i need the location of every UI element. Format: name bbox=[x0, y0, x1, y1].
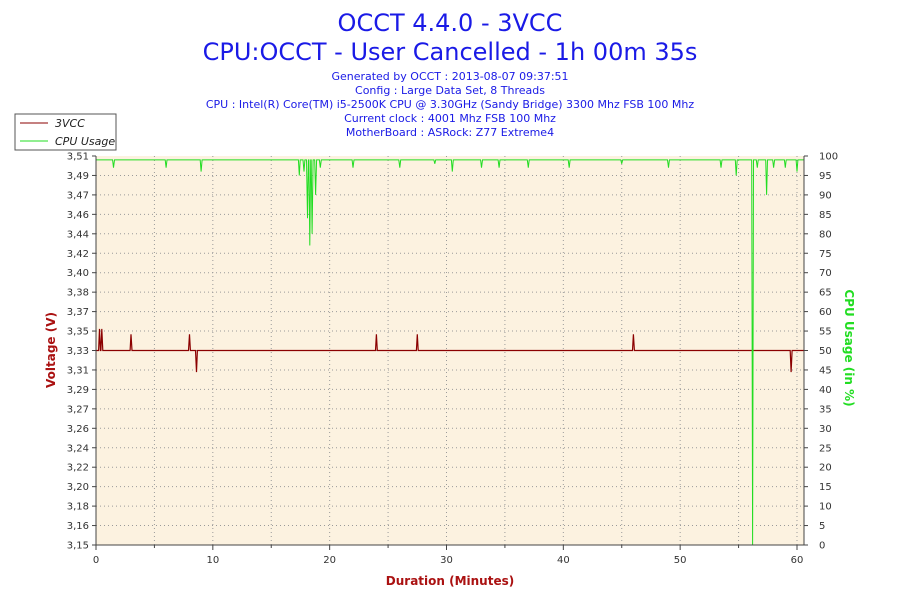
y2-tick-label: 50 bbox=[819, 346, 832, 357]
y-tick-label: 3,24 bbox=[67, 443, 89, 454]
series-cpu-usage bbox=[96, 159, 804, 546]
y2-tick-label: 30 bbox=[819, 424, 832, 435]
y-tick-label: 3,16 bbox=[67, 521, 89, 532]
x-tick-label: 20 bbox=[323, 555, 336, 566]
y-tick-label: 3,35 bbox=[67, 327, 89, 338]
y-tick-label: 3,42 bbox=[67, 249, 89, 260]
y-tick-label: 3,38 bbox=[67, 288, 89, 299]
info-motherboard: MotherBoard : ASRock: Z77 Extreme4 bbox=[346, 126, 554, 139]
y-tick-label: 3,46 bbox=[67, 210, 89, 221]
y-tick-label: 3,15 bbox=[67, 541, 89, 552]
series-line-3vcc bbox=[96, 328, 804, 373]
y2-axis-title: CPU Usage (in %) bbox=[842, 289, 856, 406]
x-tick-label: 40 bbox=[557, 555, 570, 566]
chart-title: OCCT 4.4.0 - 3VCC bbox=[338, 9, 563, 37]
y2-tick-label: 80 bbox=[819, 229, 832, 240]
x-tick-label: 60 bbox=[791, 555, 804, 566]
chart-subtitle: CPU:OCCT - User Cancelled - 1h 00m 35s bbox=[203, 38, 698, 66]
legend-label-cpu-usage: CPU Usage bbox=[55, 135, 115, 148]
y2-tick-label: 85 bbox=[819, 210, 832, 221]
y-tick-label: 3,22 bbox=[67, 463, 89, 474]
y2-tick-label: 100 bbox=[819, 152, 838, 163]
legend-label-3vcc: 3VCC bbox=[55, 117, 85, 130]
y-tick-label: 3,27 bbox=[67, 404, 89, 415]
legend-box bbox=[14, 113, 117, 151]
y2-tick-label: 55 bbox=[819, 327, 832, 338]
y-tick-label: 3,47 bbox=[67, 190, 89, 201]
x-axis-title: Duration (Minutes) bbox=[386, 574, 514, 588]
y-tick-label: 3,20 bbox=[67, 482, 89, 493]
y2-tick-label: 35 bbox=[819, 404, 832, 415]
y-tick-label: 3,49 bbox=[67, 171, 89, 182]
series-3vcc bbox=[96, 328, 804, 373]
x-tick-label: 50 bbox=[674, 555, 687, 566]
y2-tick-label: 25 bbox=[819, 443, 832, 454]
info-generated: Generated by OCCT : 2013-08-07 09:37:51 bbox=[331, 70, 568, 83]
x-tick-label: 30 bbox=[440, 555, 453, 566]
y2-tick-label: 75 bbox=[819, 249, 832, 260]
info-config: Config : Large Data Set, 8 Threads bbox=[355, 84, 545, 97]
y2-tick-label: 10 bbox=[819, 502, 832, 513]
tick-labels: 3,15 0 3,16 5 3,18 10 3,20 15 3,22 20 3,24 25 3,26 30… bbox=[67, 152, 838, 567]
y-tick-label: 3,29 bbox=[67, 385, 89, 396]
y-axis-title: Voltage (V) bbox=[44, 312, 58, 388]
y-tick-label: 3,31 bbox=[67, 365, 89, 376]
y-tick-label: 3,44 bbox=[67, 229, 89, 240]
legend: 3VCC CPU Usage bbox=[14, 113, 117, 151]
y2-tick-label: 15 bbox=[819, 482, 832, 493]
info-cpu: CPU : Intel(R) Core(TM) i5-2500K CPU @ 3… bbox=[206, 98, 694, 111]
y-tick-label: 3,37 bbox=[67, 307, 89, 318]
y2-tick-label: 60 bbox=[819, 307, 832, 318]
grid bbox=[96, 156, 804, 545]
y2-tick-label: 90 bbox=[819, 190, 832, 201]
y2-tick-label: 95 bbox=[819, 171, 832, 182]
y2-tick-label: 65 bbox=[819, 288, 832, 299]
y2-tick-label: 40 bbox=[819, 385, 832, 396]
y-tick-label: 3,51 bbox=[67, 152, 89, 163]
y-tick-label: 3,40 bbox=[67, 268, 89, 279]
y2-tick-label: 45 bbox=[819, 365, 832, 376]
y2-tick-label: 70 bbox=[819, 268, 832, 279]
y2-tick-label: 0 bbox=[819, 541, 825, 552]
info-clock: Current clock : 4001 Mhz FSB 100 Mhz bbox=[344, 112, 556, 125]
y-tick-label: 3,33 bbox=[67, 346, 89, 357]
x-tick-label: 0 bbox=[93, 555, 99, 566]
axes bbox=[92, 155, 808, 550]
y-tick-label: 3,26 bbox=[67, 424, 89, 435]
series-line-cpu-usage bbox=[96, 159, 804, 546]
x-tick-label: 10 bbox=[206, 555, 219, 566]
y2-tick-label: 20 bbox=[819, 463, 832, 474]
y2-tick-label: 5 bbox=[819, 521, 825, 532]
y-tick-label: 3,18 bbox=[67, 502, 89, 513]
